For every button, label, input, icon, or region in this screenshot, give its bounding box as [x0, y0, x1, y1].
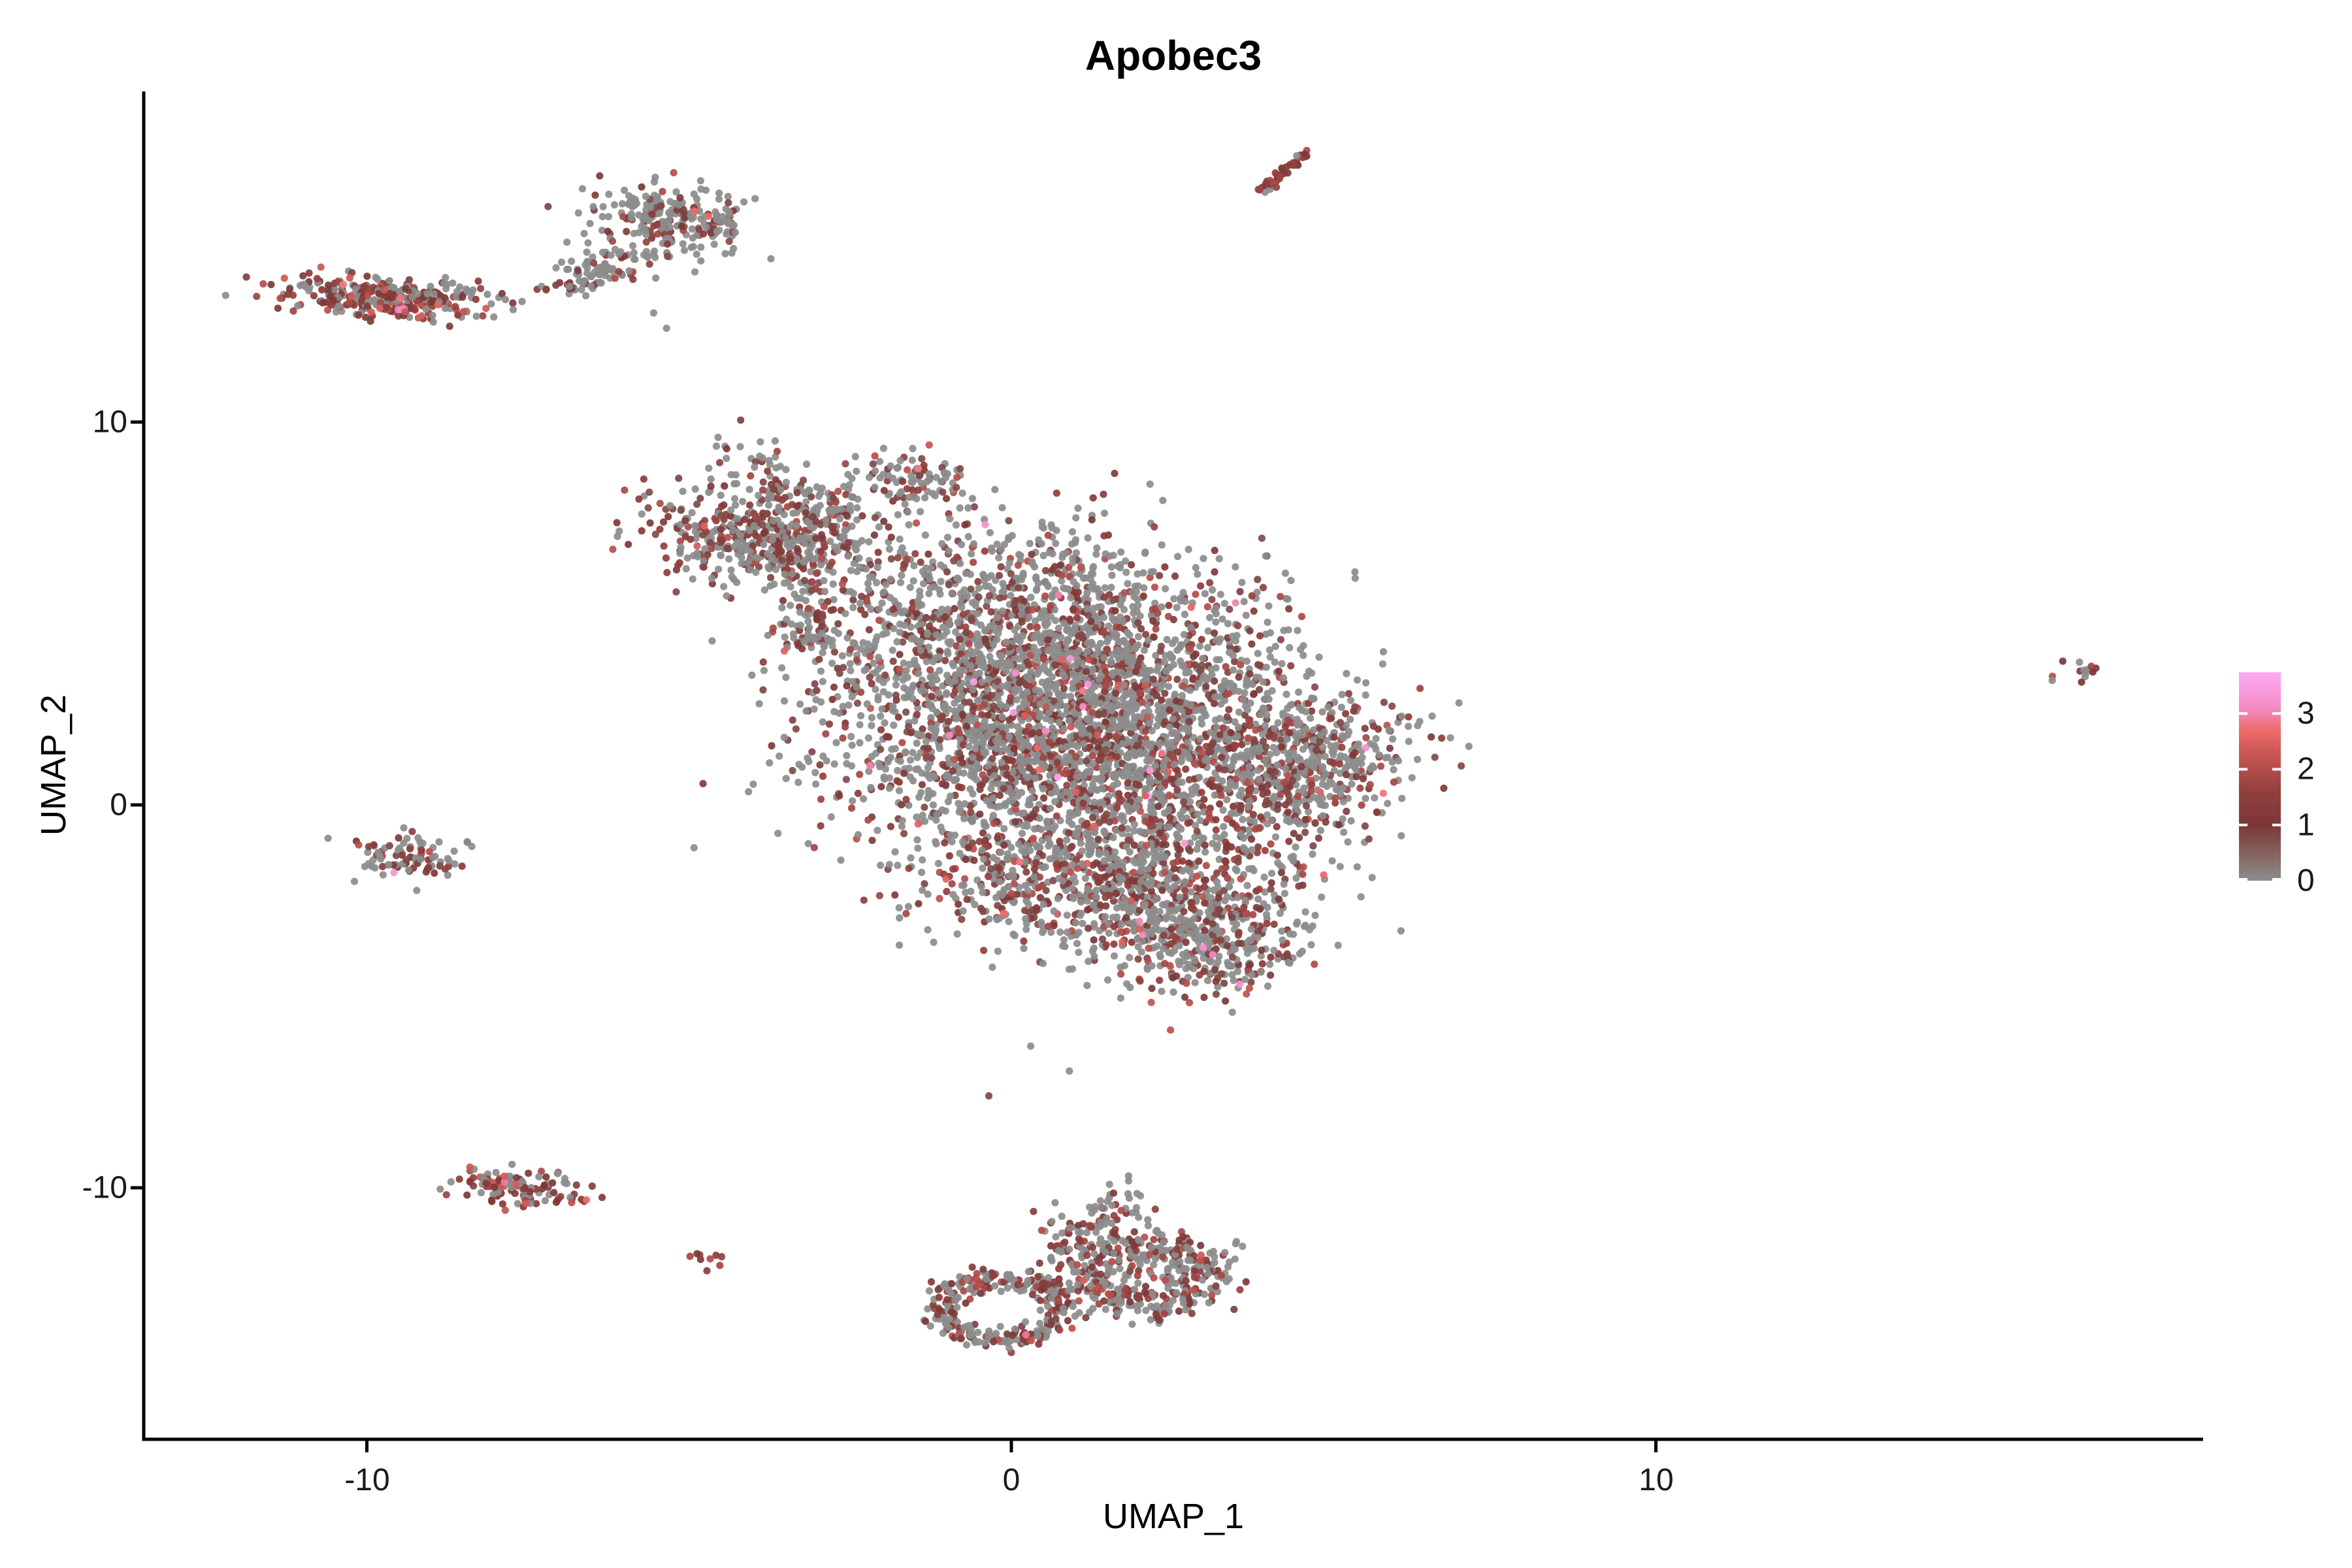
legend-tick-label-3: 3 — [2297, 696, 2315, 731]
legend-tick-label-0: 0 — [2297, 863, 2315, 898]
y-tick-label-10: 10 — [92, 404, 127, 440]
legend-tick-label-2: 2 — [2297, 751, 2315, 787]
y-tick-label-0: 0 — [110, 787, 127, 823]
scatter-points — [221, 146, 2100, 1356]
y-tick-label-neg10: -10 — [82, 1170, 127, 1205]
axis-lines — [131, 91, 2203, 1452]
x-tick-label-10: 10 — [1639, 1463, 1674, 1497]
plot-title: Apobec3 — [1085, 32, 1262, 79]
x-tick-label-neg10: -10 — [344, 1463, 390, 1497]
legend-tick-label-1: 1 — [2297, 808, 2315, 843]
x-tick-label-0: 0 — [1002, 1463, 1021, 1497]
legend-colorbar — [2239, 672, 2281, 881]
x-axis-title: UMAP_1 — [1102, 1497, 1245, 1536]
